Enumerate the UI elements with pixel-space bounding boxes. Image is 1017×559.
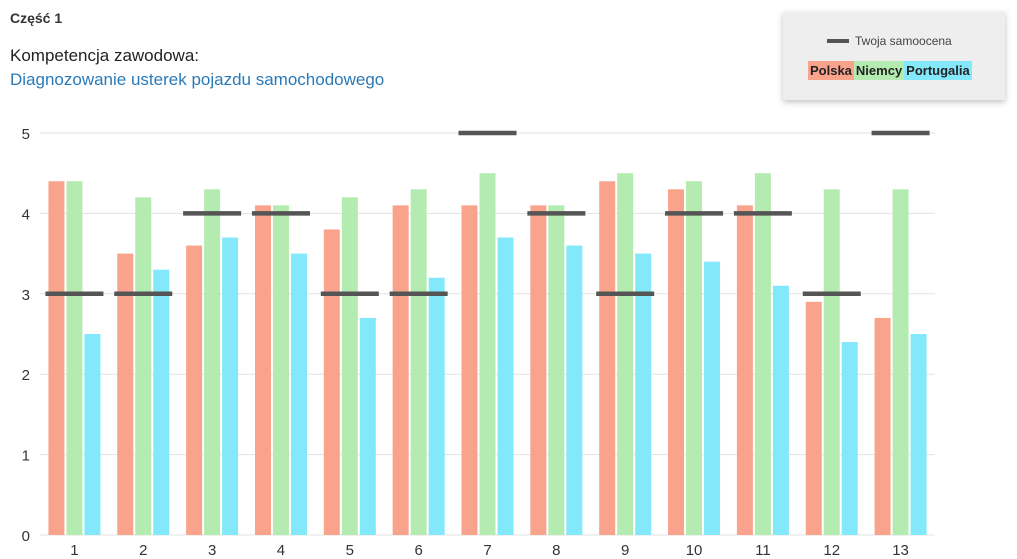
x-tick-label-13: 13 (892, 542, 909, 559)
bar-portugalia-13 (910, 334, 927, 535)
bar-niemcy-10 (686, 181, 703, 536)
bar-portugalia-1 (84, 334, 101, 535)
x-tick-label-9: 9 (621, 542, 629, 559)
y-tick-label-5: 5 (22, 126, 30, 143)
bar-niemcy-3 (204, 189, 221, 535)
bar-niemcy-13 (892, 189, 909, 535)
bar-portugalia-8 (566, 245, 583, 535)
bar-portugalia-11 (772, 285, 789, 535)
bar-polska-2 (117, 253, 134, 535)
bar-polska-9 (599, 181, 616, 536)
x-tick-label-2: 2 (139, 542, 147, 559)
bar-portugalia-10 (704, 261, 721, 535)
y-tick-label-2: 2 (22, 367, 30, 384)
bar-niemcy-6 (410, 189, 427, 535)
x-tick-label-3: 3 (208, 542, 216, 559)
bar-portugalia-2 (153, 269, 170, 535)
bar-polska-5 (323, 229, 340, 536)
bar-polska-6 (392, 205, 409, 536)
legend-self-assessment: Twoja samoocena (827, 34, 952, 48)
bar-polska-7 (461, 205, 478, 536)
x-tick-label-4: 4 (277, 542, 285, 559)
bar-portugalia-12 (841, 342, 858, 535)
competence-heading: Kompetencja zawodowa: (10, 46, 200, 65)
bar-portugalia-7 (497, 237, 514, 535)
self-assessment-swatch (827, 39, 849, 43)
x-tick-label-1: 1 (70, 542, 78, 559)
bar-niemcy-2 (135, 197, 152, 535)
bar-polska-8 (530, 205, 547, 536)
bar-niemcy-12 (823, 189, 840, 535)
y-tick-label-1: 1 (22, 448, 30, 465)
bar-polska-10 (668, 189, 685, 535)
bar-portugalia-5 (359, 317, 376, 535)
x-tick-label-11: 11 (755, 542, 771, 559)
part-label: Część 1 (10, 10, 63, 26)
x-tick-label-5: 5 (346, 542, 354, 559)
legend-countries: Polska Niemcy Portugalia (808, 61, 972, 80)
bar-portugalia-6 (428, 277, 445, 535)
bar-niemcy-9 (617, 173, 634, 535)
bar-polska-4 (254, 205, 271, 536)
x-tick-label-6: 6 (414, 542, 422, 559)
x-tick-label-12: 12 (823, 542, 840, 559)
bar-portugalia-4 (290, 253, 307, 535)
bar-portugalia-3 (222, 237, 239, 535)
bar-polska-1 (48, 181, 65, 536)
bar-polska-11 (736, 205, 753, 536)
bar-polska-3 (186, 245, 203, 535)
legend-portugalia: Portugalia (904, 61, 972, 80)
bar-niemcy-4 (272, 205, 289, 536)
x-tick-label-10: 10 (686, 542, 703, 559)
y-tick-label-0: 0 (22, 528, 30, 545)
y-tick-label-3: 3 (22, 287, 30, 304)
bar-polska-13 (874, 317, 891, 535)
bar-polska-12 (805, 301, 822, 535)
bar-portugalia-9 (635, 253, 652, 535)
bar-niemcy-5 (341, 197, 358, 535)
x-tick-label-7: 7 (483, 542, 491, 559)
legend-polska: Polska (808, 61, 854, 80)
bar-niemcy-7 (479, 173, 496, 535)
y-tick-label-4: 4 (22, 206, 30, 223)
bar-niemcy-8 (548, 205, 565, 536)
bar-niemcy-1 (66, 181, 83, 536)
chart-legend: Twoja samoocena Polska Niemcy Portugalia (783, 12, 1005, 100)
legend-niemcy: Niemcy (853, 61, 905, 80)
x-tick-label-8: 8 (552, 542, 560, 559)
bar-niemcy-11 (754, 173, 771, 535)
competence-name: Diagnozowanie usterek pojazdu samochodow… (10, 70, 385, 89)
legend-self-assessment-label: Twoja samoocena (855, 34, 952, 48)
